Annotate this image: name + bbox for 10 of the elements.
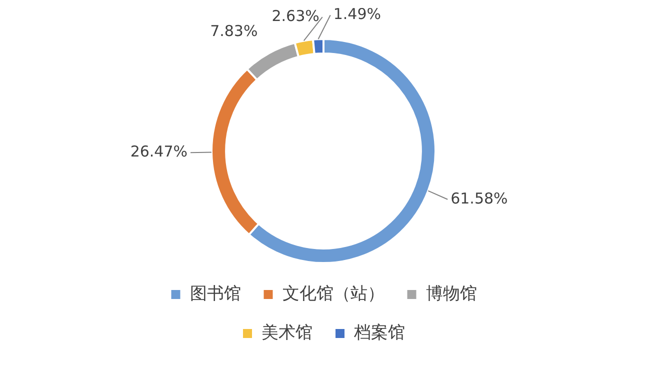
legend-label: 档案馆 bbox=[353, 322, 405, 343]
data-label: 1.49% bbox=[333, 5, 382, 24]
data-label: 2.63% bbox=[272, 6, 320, 25]
data-label: 26.47% bbox=[130, 142, 188, 160]
legend-label: 美术馆 bbox=[262, 322, 312, 343]
legend-label: 图书馆 bbox=[190, 284, 241, 304]
legend-label: 博物馆 bbox=[426, 284, 477, 304]
data-label: 7.83% bbox=[210, 22, 258, 40]
legend-label: 文化馆（站） bbox=[282, 284, 384, 304]
data-label: 61.58% bbox=[450, 189, 508, 208]
